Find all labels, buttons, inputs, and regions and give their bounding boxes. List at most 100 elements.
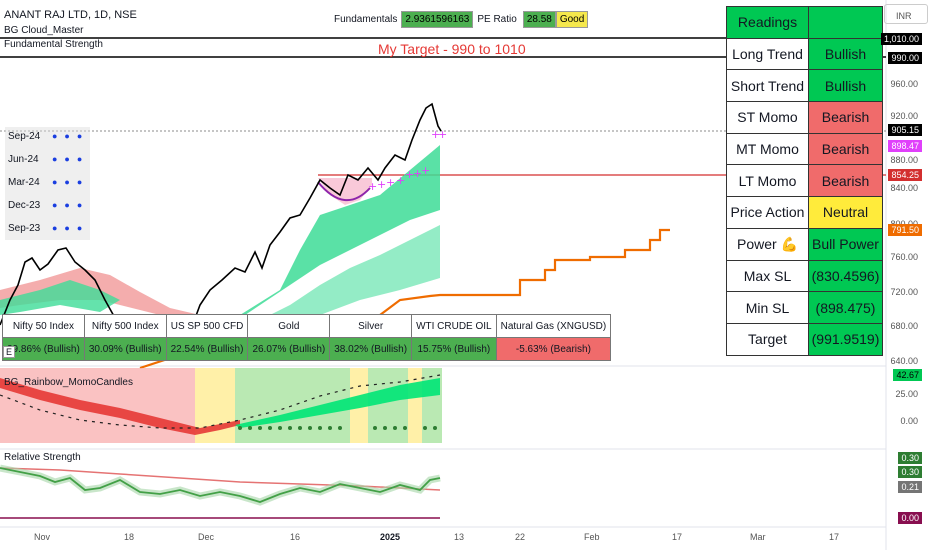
- svg-text:+: +: [405, 168, 414, 181]
- price-tag: 854.25: [888, 169, 922, 181]
- price-tick: 840.00: [890, 183, 918, 193]
- readings-header-blank: [808, 6, 883, 39]
- quarter-dots: ●●●: [52, 154, 90, 164]
- price-tag: 905.15: [888, 124, 922, 136]
- price-tick: 920.00: [890, 111, 918, 121]
- svg-text:+: +: [386, 176, 395, 189]
- svg-text:+: +: [368, 180, 377, 193]
- indices-table: Nifty 50 Index Nifty 500 Index US SP 500…: [2, 314, 612, 361]
- index-value: 15.75% (Bullish): [411, 337, 497, 361]
- quarter-label-2: Jun-24: [8, 154, 39, 165]
- pe-ratio-label: PE Ratio: [477, 14, 517, 25]
- indicator-label-fundamental[interactable]: Fundamental Strength: [4, 39, 103, 50]
- price-tick: 880.00: [890, 155, 918, 165]
- fundamentals-value: 2.9361596163: [401, 11, 474, 28]
- rs-tag: 0.30: [898, 452, 922, 464]
- momo-tick: 0.00: [900, 416, 918, 426]
- currency-box[interactable]: [884, 4, 928, 24]
- reading-value: (991.9519): [808, 322, 883, 356]
- target-annotation: My Target - 990 to 1010: [378, 41, 526, 57]
- reading-label: MT Momo: [726, 132, 809, 166]
- reading-value: Bullish: [808, 37, 883, 71]
- quarter-box: [5, 127, 90, 240]
- time-tick: 2025: [380, 532, 401, 542]
- index-header: Silver: [329, 314, 413, 338]
- svg-text:+: +: [438, 128, 447, 141]
- svg-text:+: +: [396, 174, 405, 187]
- price-tag: 791.50: [888, 224, 922, 236]
- fundamentals-rating: Good: [555, 11, 589, 28]
- reading-value: (830.4596): [808, 259, 883, 293]
- reading-value: Bull Power: [808, 227, 883, 261]
- readings-table: Readings Long Trend Bullish Short Trend Bu…: [726, 6, 883, 356]
- time-tick: Mar: [750, 532, 766, 542]
- time-tick: Nov: [34, 532, 51, 542]
- index-header: US SP 500 CFD: [165, 314, 249, 338]
- price-tick: 640.00: [890, 356, 918, 366]
- rs-tag: 0.00: [898, 512, 922, 524]
- pe-ratio-value: 28.58: [522, 11, 556, 28]
- index-header: Natural Gas (XNGUSD): [495, 314, 612, 338]
- reading-label: Max SL: [726, 259, 809, 293]
- time-tick: 22: [515, 532, 526, 542]
- quarter-dots: ●●●: [52, 200, 90, 210]
- reading-value: Bullish: [808, 69, 883, 103]
- rs-tag: 0.30: [898, 466, 922, 478]
- reading-value: (898.475): [808, 291, 883, 324]
- price-tag: 990.00: [888, 52, 922, 64]
- time-tick: 18: [124, 532, 135, 542]
- time-tick: 13: [454, 532, 465, 542]
- readings-header: Readings: [726, 6, 809, 39]
- price-tick: 760.00: [890, 252, 918, 262]
- rs-tag: 0.21: [898, 481, 922, 493]
- reading-value: Bearish: [808, 132, 883, 166]
- quarter-label-3: Mar-24: [8, 177, 40, 188]
- index-header: Gold: [247, 314, 331, 338]
- reading-value: Bearish: [808, 164, 883, 198]
- reading-label: Power 💪: [726, 227, 809, 261]
- quarter-dots: ●●●: [52, 131, 90, 141]
- svg-text:+: +: [431, 128, 440, 141]
- time-tick: 17: [672, 532, 683, 542]
- cloud-lower: [210, 225, 440, 345]
- currency-label[interactable]: INR: [896, 11, 912, 21]
- price-tag: 1,010.00: [880, 33, 922, 45]
- reading-label: Long Trend: [726, 37, 809, 71]
- quarter-label-1: Sep-24: [8, 131, 41, 142]
- quarter-dots: ●●●: [52, 223, 90, 233]
- momo-tick: 25.00: [895, 389, 918, 399]
- fundamentals-row: Fundamentals 2.9361596163 PE Ratio 28.58…: [330, 10, 589, 29]
- price-tick: 720.00: [890, 287, 918, 297]
- reading-label: Min SL: [726, 291, 809, 324]
- reading-label: Price Action: [726, 196, 809, 229]
- svg-text:+: +: [421, 164, 430, 177]
- reading-label: LT Momo: [726, 164, 809, 198]
- index-value: 29.86% (Bullish): [2, 337, 85, 361]
- index-value: 38.02% (Bullish): [329, 337, 413, 361]
- index-header: Nifty 50 Index: [2, 314, 85, 338]
- index-header: WTI CRUDE OIL: [411, 314, 497, 338]
- quarter-dots: ●●●: [52, 177, 90, 187]
- svg-text:+: +: [377, 178, 386, 191]
- momo-value-tag: 42.67: [893, 369, 922, 381]
- fundamentals-label: Fundamentals: [334, 14, 398, 25]
- reading-value: Bearish: [808, 101, 883, 134]
- symbol-title[interactable]: ANANT RAJ LTD, 1D, NSE: [4, 9, 137, 21]
- price-tick: 680.00: [890, 321, 918, 331]
- rs-pane-label[interactable]: Relative Strength: [4, 452, 81, 463]
- price-tick: 960.00: [890, 79, 918, 89]
- reading-label: Target: [726, 322, 809, 356]
- index-value: 26.07% (Bullish): [247, 337, 331, 361]
- index-value: -5.63% (Bearish): [495, 337, 612, 361]
- reading-label: ST Momo: [726, 101, 809, 134]
- indicator-label-cloud[interactable]: BG Cloud_Master: [4, 25, 84, 36]
- time-tick: Feb: [584, 532, 600, 542]
- momo-pane-label[interactable]: BG_Rainbow_MomoCandles: [4, 377, 133, 388]
- reading-label: Short Trend: [726, 69, 809, 103]
- index-value: 30.09% (Bullish): [83, 337, 167, 361]
- quarter-label-4: Dec-23: [8, 200, 41, 211]
- expand-icon[interactable]: E: [3, 346, 15, 358]
- price-line: [0, 102, 442, 349]
